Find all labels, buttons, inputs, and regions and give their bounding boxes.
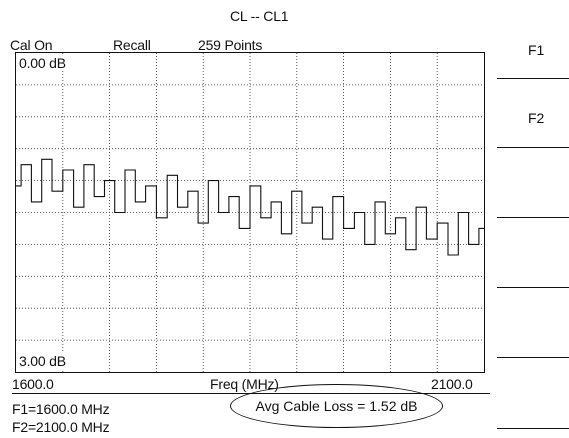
trace-title: CL -- CL1 xyxy=(230,8,288,24)
trace-plot xyxy=(16,53,484,372)
plot-area: 0.00 dB 3.00 dB xyxy=(15,52,485,373)
top-scale-label: 0.00 dB xyxy=(18,55,67,71)
bottom-scale-label: 3.00 dB xyxy=(18,353,67,369)
softkey-divider xyxy=(497,217,569,218)
f2-marker-readout: F2=2100.0 MHz xyxy=(12,419,109,435)
f1-marker-readout: F1=1600.0 MHz xyxy=(12,401,109,417)
softkey-divider xyxy=(497,147,569,148)
x-axis-end-label: 2100.0 xyxy=(431,376,473,392)
softkey-divider xyxy=(497,357,569,358)
calibration-status: Cal On xyxy=(10,37,52,53)
recall-status: Recall xyxy=(113,37,151,53)
x-axis-start-label: 1600.0 xyxy=(12,376,54,392)
softkey-divider xyxy=(497,287,569,288)
softkey-divider xyxy=(497,428,569,429)
softkey-f1[interactable]: F1 xyxy=(528,42,544,58)
points-count: 259 Points xyxy=(198,37,262,53)
avg-cable-loss-value: Avg Cable Loss = 1.52 dB xyxy=(231,398,442,414)
avg-cable-loss-callout: Avg Cable Loss = 1.52 dB xyxy=(230,384,443,428)
softkey-f2[interactable]: F2 xyxy=(528,110,544,126)
softkey-divider xyxy=(497,78,569,79)
